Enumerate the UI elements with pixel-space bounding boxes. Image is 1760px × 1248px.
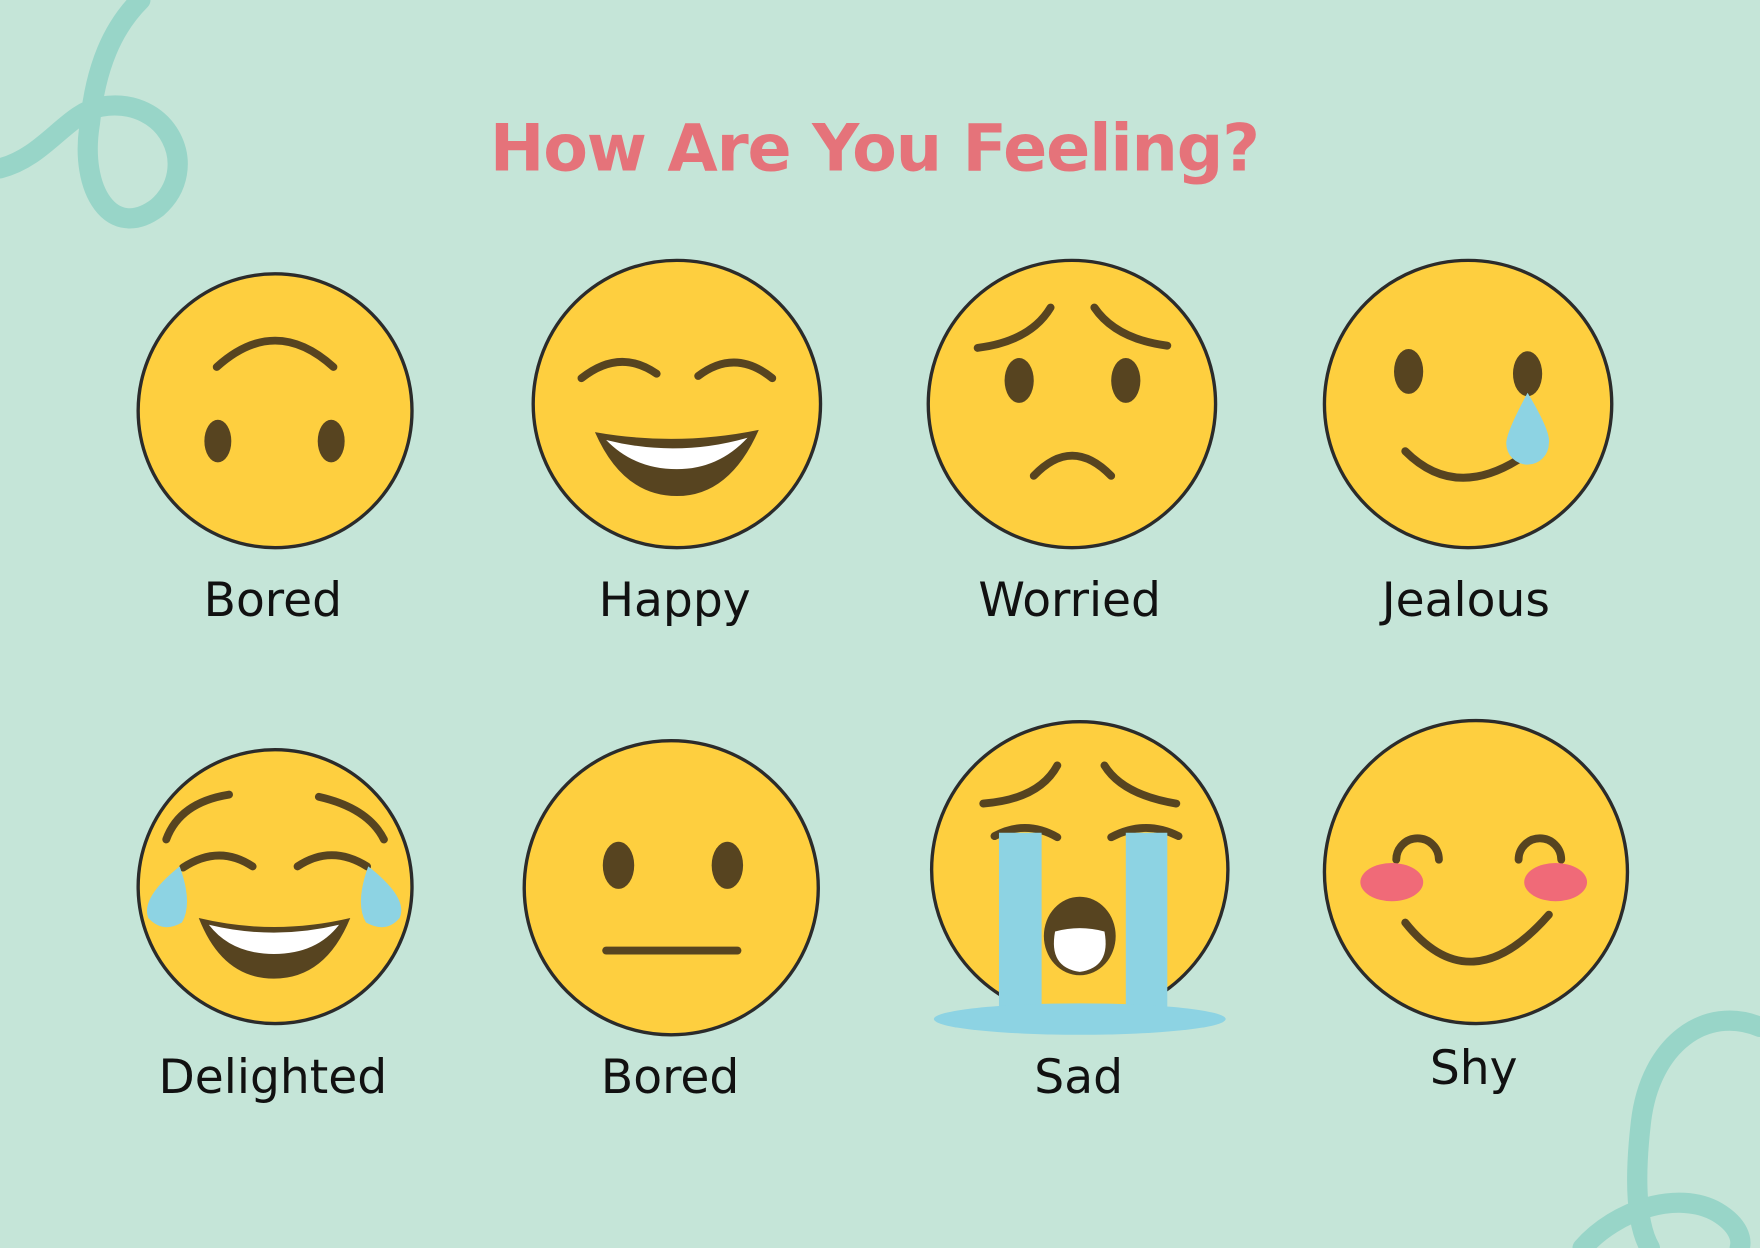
- tear-puddle: [933, 1003, 1226, 1035]
- blush: [1360, 863, 1424, 902]
- emoji-bored-neutral: [522, 739, 820, 1037]
- tear-icon: [146, 866, 188, 928]
- emoji-worried: [926, 258, 1218, 550]
- label-worried: Worried: [978, 573, 1161, 628]
- emoji-bored: [136, 272, 414, 550]
- emoji-delighted: [136, 748, 414, 1026]
- tear-icon: [360, 866, 402, 928]
- blush: [1524, 863, 1588, 902]
- label-happy: Happy: [599, 573, 751, 628]
- emoji-sad: [929, 719, 1230, 1035]
- label-sad: Sad: [1034, 1050, 1123, 1105]
- swirl-bottom-right: [1572, 1010, 1760, 1248]
- swirl-top-left: [0, 0, 188, 229]
- tear-stream: [1125, 832, 1168, 1008]
- tear-stream: [998, 832, 1042, 1008]
- emoji-shy: [1322, 718, 1630, 1026]
- page-title: How Are You Feeling?: [490, 112, 1259, 187]
- emoji-happy: [531, 258, 823, 550]
- label-shy: Shy: [1430, 1041, 1518, 1096]
- emoji-jealous: [1322, 258, 1614, 550]
- tear-icon: [1506, 392, 1550, 465]
- label-delighted: Delighted: [159, 1050, 388, 1105]
- label-bored: Bored: [204, 573, 342, 628]
- label-bored-neutral: Bored: [601, 1050, 739, 1105]
- label-jealous: Jealous: [1379, 573, 1550, 628]
